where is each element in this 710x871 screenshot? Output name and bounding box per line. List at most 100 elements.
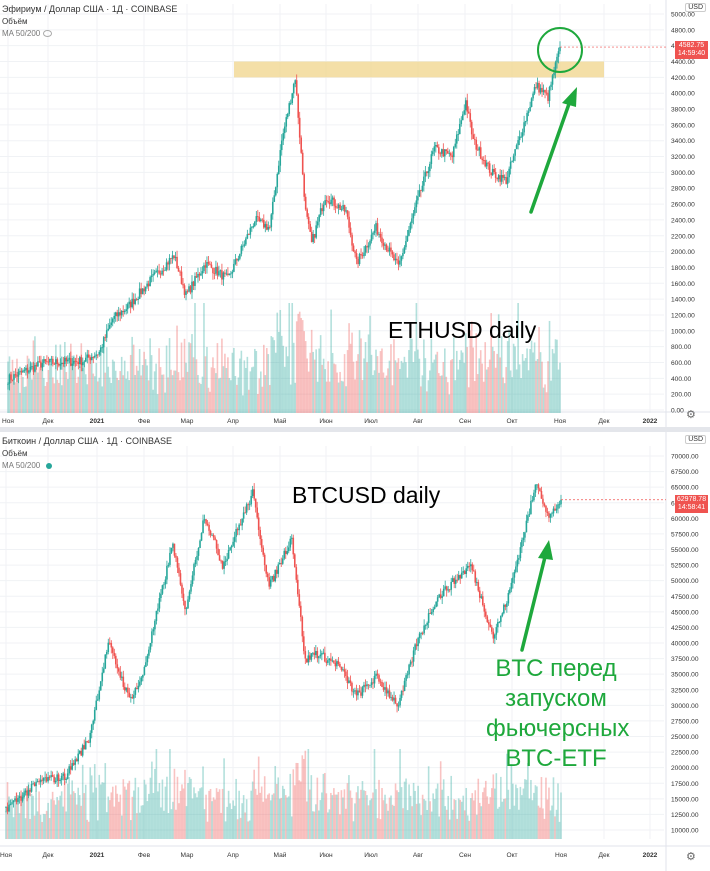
volume-bar — [131, 336, 133, 413]
volume-bar — [227, 790, 230, 839]
candle-body — [466, 100, 469, 112]
volume-bar — [246, 356, 249, 413]
y-tick-label: 1600.00 — [671, 281, 695, 288]
candle-body — [79, 357, 81, 365]
x-tick-label: 2022 — [643, 418, 658, 425]
volume-bar — [349, 790, 352, 839]
volume-bar — [345, 808, 347, 839]
btc-ma-legend[interactable]: MA 50/200 — [2, 461, 53, 470]
volume-bar — [69, 794, 72, 839]
volume-bar — [536, 359, 539, 413]
candle-body — [41, 363, 44, 368]
candle-body — [299, 605, 302, 617]
candle-body — [361, 687, 364, 696]
btc-currency-button[interactable]: USD — [685, 435, 706, 444]
candle-body — [318, 656, 320, 659]
volume-bar — [260, 371, 262, 413]
candle-body — [520, 136, 522, 138]
candle-body — [556, 56, 558, 63]
candle-body — [16, 375, 18, 377]
candle-body — [164, 269, 166, 271]
candle-body — [9, 803, 12, 805]
candle-body — [370, 234, 373, 241]
eth-ma-legend[interactable]: MA 50/200 — [2, 29, 53, 38]
candle-body — [271, 201, 274, 215]
gear-icon[interactable]: ⚙ — [686, 851, 696, 863]
volume-bar — [268, 385, 271, 413]
candle-body — [385, 244, 388, 251]
volume-bar — [26, 355, 29, 413]
volume-bar — [385, 375, 388, 413]
candle-body — [29, 789, 31, 792]
candle-body — [394, 258, 397, 261]
volume-bar — [483, 787, 486, 839]
candle-body — [177, 267, 180, 272]
candle-body — [295, 80, 298, 95]
volume-bar — [472, 800, 475, 839]
volume-bar — [233, 805, 236, 839]
eth-chart-panel[interactable]: 5000.004800.004600.004400.004200.004000.… — [0, 0, 710, 427]
volume-bar — [242, 395, 244, 413]
candle-body — [412, 213, 415, 219]
candle-body — [93, 709, 96, 721]
volume-bar — [289, 384, 292, 413]
volume-bar — [241, 803, 243, 839]
volume-bar — [189, 343, 192, 413]
panel-divider[interactable] — [0, 427, 710, 432]
volume-bar — [132, 344, 135, 413]
volume-bar — [429, 370, 431, 413]
volume-bar — [14, 382, 17, 413]
volume-bar — [277, 331, 280, 413]
volume-bar — [161, 779, 164, 839]
volume-bar — [41, 366, 44, 413]
candle-body — [189, 286, 192, 293]
candle-body — [229, 547, 231, 551]
y-tick-label: 65000.00 — [671, 485, 699, 492]
volume-bar — [173, 370, 175, 413]
candle-body — [166, 565, 168, 580]
volume-bar — [248, 389, 250, 413]
candle-body — [435, 144, 437, 147]
x-tick-label: Июл — [364, 418, 378, 425]
volume-bar — [533, 342, 536, 413]
eth-currency-button[interactable]: USD — [685, 3, 706, 12]
volume-bar — [128, 780, 131, 839]
volume-bar — [469, 798, 472, 839]
btc-chart[interactable]: 70000.0067500.0065000.0062500.0060000.00… — [0, 432, 710, 871]
volume-bar — [506, 753, 508, 839]
volume-bar — [160, 807, 162, 839]
candle-body — [18, 796, 21, 798]
candle-body — [354, 251, 356, 254]
volume-bar — [354, 803, 356, 839]
volume-bar — [336, 794, 338, 839]
candle-body — [541, 87, 543, 93]
candle-body — [557, 504, 559, 509]
volume-bar — [427, 380, 430, 413]
eye-icon[interactable] — [43, 30, 53, 37]
volume-bar — [552, 777, 555, 839]
btc-chart-panel[interactable]: 70000.0067500.0065000.0062500.0060000.00… — [0, 432, 710, 871]
btc-legend-title[interactable]: Биткоин / Доллар США · 1Д · COINBASE — [2, 436, 172, 446]
volume-bar — [382, 372, 385, 413]
volume-bar — [67, 379, 69, 413]
volume-bar — [468, 820, 471, 839]
volume-bar — [397, 358, 400, 413]
volume-bar — [433, 799, 436, 839]
candle-body — [405, 675, 407, 681]
volume-bar — [84, 784, 87, 839]
volume-bar — [509, 370, 512, 413]
gear-icon[interactable]: ⚙ — [686, 409, 696, 421]
volume-bar — [438, 816, 440, 839]
volume-bar — [9, 804, 12, 839]
volume-bar — [319, 335, 322, 413]
eth-legend-title[interactable]: Эфириум / Доллар США · 1Д · COINBASE — [2, 4, 178, 14]
candle-body — [337, 661, 340, 664]
candle-body — [135, 299, 138, 301]
volume-bar — [331, 352, 334, 413]
eth-chart[interactable]: 5000.004800.004600.004400.004200.004000.… — [0, 0, 710, 427]
volume-bar — [250, 790, 252, 839]
volume-bar — [62, 363, 65, 413]
candle-body — [298, 117, 301, 138]
volume-bar — [306, 358, 308, 413]
volume-bar — [480, 806, 483, 839]
